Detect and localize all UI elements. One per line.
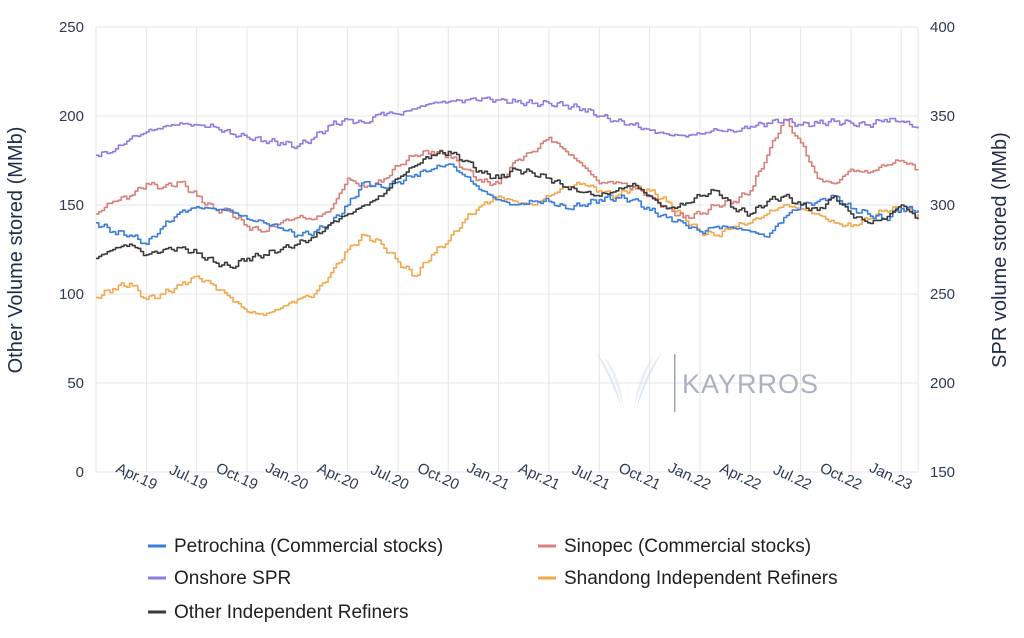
- legend-label: Other Independent Refiners: [174, 602, 409, 623]
- right-axis-title: SPR volume stored (MMb): [989, 132, 1011, 368]
- left-y-tick-label: 150: [59, 197, 84, 214]
- x-tick-label: Jul.20: [368, 461, 411, 493]
- left-axis-title: Other Volume stored (MMb): [5, 127, 27, 374]
- right-y-tick-label: 300: [930, 197, 955, 214]
- x-tick-label: Apr.22: [717, 460, 763, 494]
- right-y-tick-label: 400: [930, 19, 955, 36]
- right-y-tick-label: 250: [930, 286, 955, 303]
- watermark-divider: [674, 354, 676, 412]
- x-tick-label: Apr.19: [113, 460, 159, 494]
- right-y-tick-label: 200: [930, 375, 955, 392]
- legend-item[interactable]: Sinopec (Commercial stocks): [538, 536, 811, 557]
- right-y-tick-label: 350: [930, 108, 955, 125]
- right-y-tick-labels: 150 200 250 300 350 400: [930, 19, 955, 481]
- x-tick-label: Jul.22: [771, 461, 814, 493]
- legend-item[interactable]: Petrochina (Commercial stocks): [148, 536, 443, 557]
- x-tick-label: Oct.20: [415, 460, 462, 494]
- series-line: [96, 163, 919, 245]
- x-tick-label: Jan.22: [665, 459, 713, 493]
- legend-label: Onshore SPR: [174, 568, 291, 589]
- series-line: [96, 118, 919, 233]
- legend-item[interactable]: Shandong Independent Refiners: [538, 568, 838, 589]
- series-line: [96, 150, 919, 269]
- x-tick-label: Jan.20: [263, 459, 311, 493]
- watermark: KAYRROS: [596, 352, 819, 412]
- legend: Petrochina (Commercial stocks) Sinopec (C…: [148, 536, 838, 623]
- series-line: [96, 96, 919, 158]
- legend-label: Petrochina (Commercial stocks): [174, 536, 443, 557]
- series-line: [96, 181, 919, 317]
- legend-item[interactable]: Other Independent Refiners: [148, 602, 409, 623]
- x-tick-labels: Apr.19 Jul.19 Oct.19 Jan.20 Apr.20 Jul.20 Oct.…: [113, 459, 914, 493]
- x-tick-label: Jul.21: [569, 461, 612, 493]
- legend-label: Sinopec (Commercial stocks): [564, 536, 811, 557]
- left-y-tick-label: 200: [59, 108, 84, 125]
- x-tick-label: Jan.21: [464, 459, 512, 493]
- left-y-tick-label: 50: [67, 375, 84, 392]
- right-y-tick-label: 150: [930, 464, 955, 481]
- left-y-tick-label: 0: [76, 464, 84, 481]
- x-tick-label: Oct.22: [817, 460, 864, 494]
- left-y-tick-label: 250: [59, 19, 84, 36]
- wings-logo-icon: [596, 352, 662, 410]
- legend-label: Shandong Independent Refiners: [564, 568, 838, 589]
- x-tick-label: Apr.20: [315, 460, 361, 494]
- x-tick-label: Jul.19: [167, 461, 210, 493]
- x-tick-label: Apr.21: [516, 460, 562, 494]
- x-tick-label: Oct.19: [213, 460, 260, 494]
- x-tick-label: Oct.21: [616, 460, 663, 494]
- legend-item[interactable]: Onshore SPR: [148, 568, 291, 589]
- left-y-tick-labels: 0 50 100 150 200 250: [59, 19, 84, 481]
- x-tick-label: Jan.23: [867, 459, 915, 493]
- series-lines: [96, 96, 919, 317]
- watermark-text: KAYRROS: [682, 369, 819, 399]
- left-y-tick-label: 100: [59, 286, 84, 303]
- grid-lines: [95, 26, 919, 473]
